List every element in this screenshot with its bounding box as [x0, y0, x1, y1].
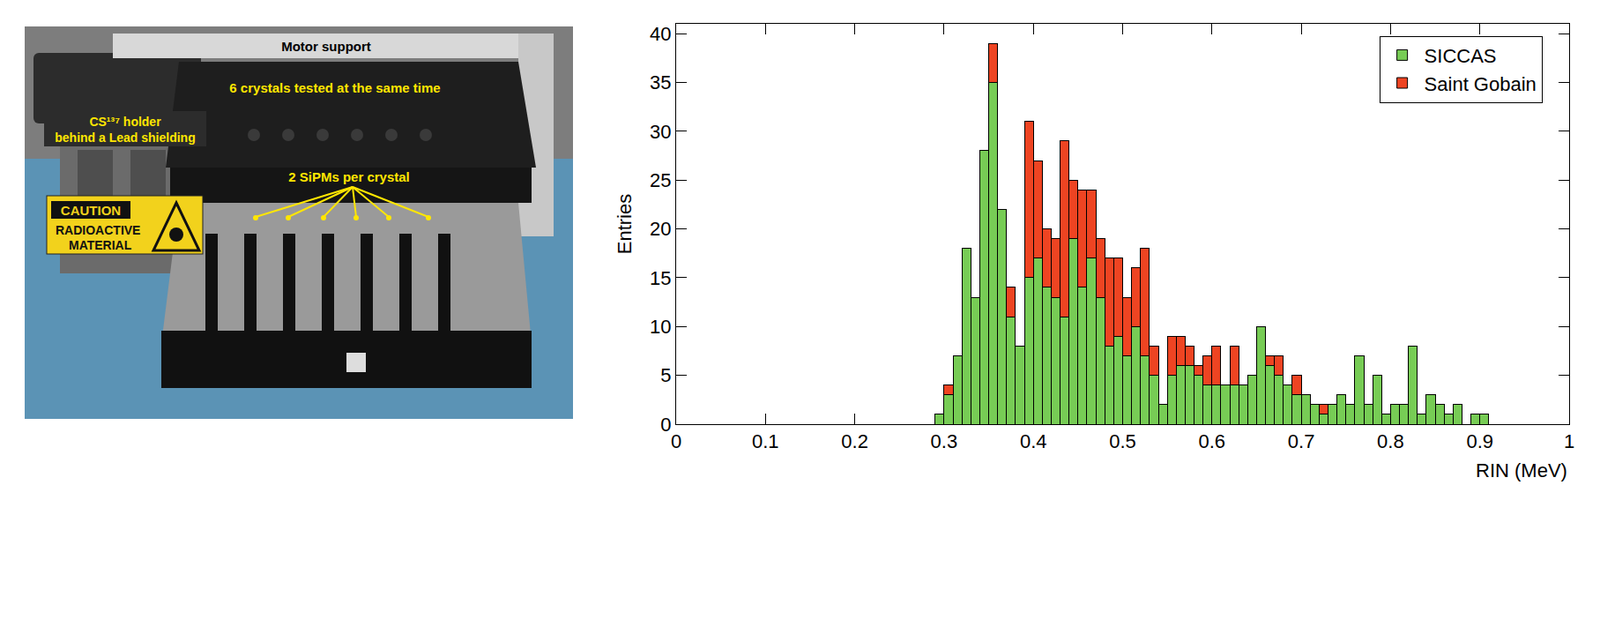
svg-text:5: 5	[660, 364, 671, 387]
svg-text:SICCAS: SICCAS	[1424, 44, 1497, 67]
svg-text:1: 1	[1563, 430, 1575, 453]
svg-text:CS¹³⁷ holder: CS¹³⁷ holder	[89, 114, 162, 129]
svg-text:0.2: 0.2	[840, 430, 869, 453]
svg-text:MATERIAL: MATERIAL	[68, 238, 133, 253]
svg-text:Entries: Entries	[613, 193, 636, 254]
svg-text:15: 15	[649, 267, 671, 290]
svg-text:CAUTION: CAUTION	[60, 202, 121, 218]
svg-text:10: 10	[649, 315, 671, 338]
svg-text:0.6: 0.6	[1198, 430, 1227, 453]
svg-text:2 SiPMs per crystal: 2 SiPMs per crystal	[288, 169, 410, 185]
svg-text:0.7: 0.7	[1287, 430, 1316, 453]
svg-text:6 crystals tested at the same: 6 crystals tested at the same time	[229, 80, 440, 96]
svg-text:behind a Lead shielding: behind a Lead shielding	[54, 130, 195, 145]
svg-text:0.4: 0.4	[1019, 430, 1048, 453]
svg-text:Saint Gobain: Saint Gobain	[1424, 73, 1537, 96]
svg-text:0.1: 0.1	[751, 430, 780, 453]
svg-text:0.9: 0.9	[1466, 430, 1494, 453]
svg-text:RADIOACTIVE: RADIOACTIVE	[55, 223, 141, 238]
svg-text:0: 0	[670, 430, 682, 453]
svg-text:0.8: 0.8	[1376, 430, 1405, 453]
svg-text:40: 40	[649, 22, 671, 45]
svg-text:0.3: 0.3	[930, 430, 959, 453]
svg-text:0: 0	[660, 413, 671, 436]
svg-text:35: 35	[649, 71, 671, 94]
svg-text:RIN (MeV): RIN (MeV)	[1475, 459, 1568, 482]
svg-text:Motor support: Motor support	[281, 38, 372, 54]
svg-text:20: 20	[649, 217, 671, 240]
svg-text:30: 30	[649, 120, 671, 143]
svg-text:0.5: 0.5	[1108, 430, 1137, 453]
svg-text:25: 25	[649, 169, 671, 192]
